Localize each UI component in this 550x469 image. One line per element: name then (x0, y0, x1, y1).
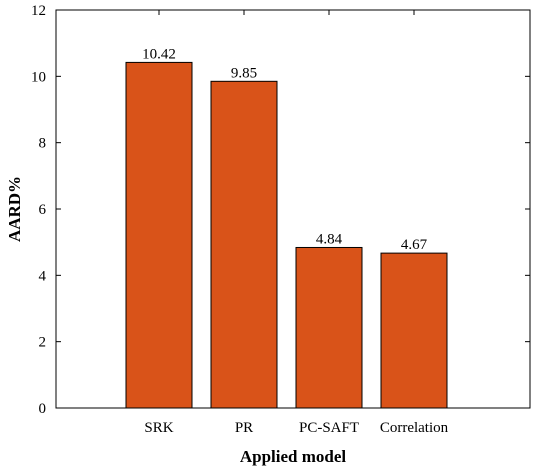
y-axis-title: AARD% (5, 176, 24, 242)
y-axis-ticks: 0 2 4 6 8 10 12 (31, 3, 530, 417)
data-labels-group: 10.42 9.85 4.84 4.67 (142, 46, 428, 253)
y-tick-label: 2 (39, 335, 47, 351)
x-tick-label: Correlation (380, 420, 449, 436)
bar-srk (125, 61, 193, 409)
x-axis-title: Applied model (240, 447, 347, 466)
bars-group (125, 61, 448, 409)
bar-correlation (380, 252, 448, 409)
x-tick-label: PR (235, 420, 253, 436)
y-tick-label: 8 (39, 136, 47, 152)
bar-pc-saft (295, 246, 363, 409)
bar-pr (210, 80, 278, 409)
data-label: 4.84 (316, 231, 343, 247)
data-label: 4.67 (401, 237, 428, 253)
y-tick-label: 10 (31, 69, 46, 85)
y-tick-label: 6 (39, 202, 47, 218)
y-tick-label: 0 (39, 401, 47, 417)
y-tick-label: 12 (31, 3, 46, 19)
x-tick-label: PC-SAFT (299, 420, 359, 436)
data-label: 10.42 (142, 46, 176, 62)
x-tick-label: SRK (144, 420, 173, 436)
y-tick-label: 4 (39, 268, 47, 284)
data-label: 9.85 (231, 65, 257, 81)
